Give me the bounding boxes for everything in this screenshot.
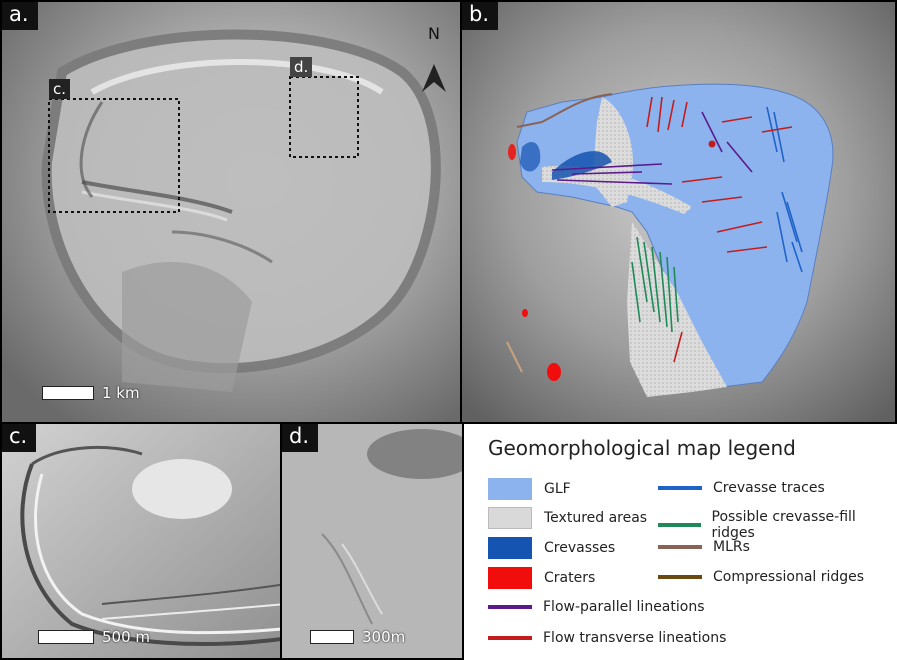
panel-label-b: b. <box>462 2 499 30</box>
panel-d-inset-map: d. 300m <box>280 422 464 660</box>
panel-a-overview-map: a. c. d. N 1 km <box>0 0 464 424</box>
legend-item-craters: Craters <box>488 567 595 589</box>
crater <box>547 363 561 381</box>
inset-label-d: d. <box>290 57 313 77</box>
legend-item-crevasse-traces: Crevasse traces <box>658 480 825 496</box>
crevasse-traces <box>766 106 803 273</box>
scale-bar-a: 1 km <box>42 384 140 402</box>
scale-label-d: 300m <box>362 628 406 646</box>
craters-swatch <box>488 567 532 589</box>
textured-tongue <box>542 165 692 214</box>
legend-item-mlrs: MLRs <box>658 539 750 555</box>
geomorph-map-svg <box>462 2 895 422</box>
legend-item-flow-transverse: Flow transverse lineations <box>488 630 726 646</box>
hillshade-terrain-c <box>2 424 282 658</box>
scale-bar-c: 500 m <box>38 628 150 646</box>
crevasse-fill-ridges <box>631 236 679 333</box>
inset-label-c: c. <box>49 79 71 99</box>
panel-label-c: c. <box>2 424 37 452</box>
mlr-line <box>516 93 613 128</box>
flow-parallel-lineations <box>551 111 753 185</box>
scale-label-c: 500 m <box>102 628 151 646</box>
panel-label-d: d. <box>282 424 319 452</box>
legend-item-crevasses: Crevasses <box>488 537 615 559</box>
scale-label-a: 1 km <box>102 384 140 402</box>
north-label: N <box>428 24 440 43</box>
flow-transverse-lineations <box>646 96 793 363</box>
legend-item-crevasse-fill: Possible crevasse-fill ridges <box>658 509 897 541</box>
inset-box-c <box>48 98 180 213</box>
crevasses-blob <box>552 151 612 180</box>
legend-title: Geomorphological map legend <box>488 436 796 460</box>
scale-bar-d: 300m <box>310 628 405 646</box>
glf-swatch <box>488 478 532 500</box>
hillshade-terrain-d <box>282 424 462 658</box>
map-legend: Geomorphological map legend GLF Textured… <box>464 424 897 660</box>
hillshade-terrain <box>2 2 462 422</box>
north-arrow-icon <box>422 64 446 92</box>
inset-box-d <box>289 76 359 158</box>
panel-label-a: a. <box>2 2 38 30</box>
crevasses-swatch <box>488 537 532 559</box>
panel-b-geomorphological-map: b. <box>460 0 897 424</box>
legend-item-textured: Textured areas <box>488 507 647 529</box>
textured-swatch <box>488 507 532 529</box>
legend-item-glf: GLF <box>488 478 571 500</box>
legend-item-compressional: Compressional ridges <box>658 569 864 585</box>
legend-item-flow-parallel: Flow-parallel lineations <box>488 599 705 615</box>
panel-c-inset-map: c. 500 m <box>0 422 284 660</box>
